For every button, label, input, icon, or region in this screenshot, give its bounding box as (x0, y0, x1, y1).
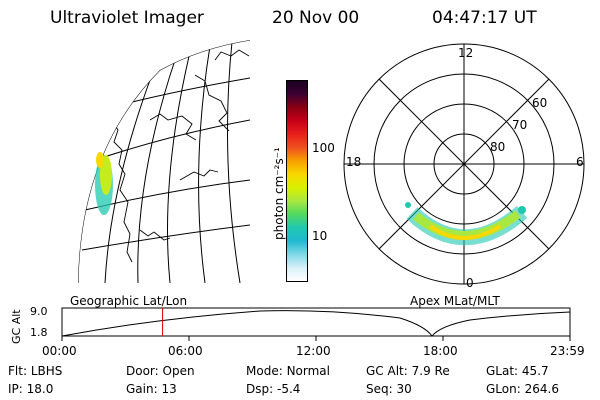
mlt-label-18: 18 (346, 155, 362, 169)
altitude-ytick-high: 9.0 (30, 305, 48, 318)
gain-value: 13 (161, 382, 177, 396)
polar-aurora (405, 202, 528, 246)
colorbar-tick-100: 100 (312, 141, 335, 155)
door-value: Open (162, 364, 195, 378)
lat-label-60: 60 (532, 96, 548, 110)
xtick-2359: 23:59 (550, 344, 585, 358)
flt-field: Flt: LBHS (8, 364, 63, 378)
xtick-1800: 18:00 (423, 344, 458, 358)
instrument-title: Ultraviolet Imager (50, 8, 204, 28)
dsp-field: Dsp: -5.4 (246, 382, 301, 396)
door-field: Door: Open (126, 364, 195, 378)
mode-value: Normal (286, 364, 330, 378)
gcalt-value: 7.9 Re (411, 364, 450, 378)
altitude-plot-frame (61, 307, 571, 337)
glon-value: 264.6 (524, 382, 559, 396)
glat-field: GLat: 45.7 (486, 364, 549, 378)
xtick-0000: 00:00 (42, 344, 77, 358)
seq-value: 30 (396, 382, 412, 396)
gcalt-field: GC Alt: 7.9 Re (366, 364, 450, 378)
ip-value: 18.0 (26, 382, 54, 396)
altitude-curve (61, 310, 571, 337)
lat-label-70: 70 (512, 118, 528, 132)
apex-label: Apex MLat/MLT (410, 294, 500, 308)
map-aurora (95, 152, 113, 215)
geographic-label: Geographic Lat/Lon (70, 294, 188, 308)
gain-field: Gain: 13 (126, 382, 177, 396)
mlt-label-6: 6 (576, 155, 584, 169)
mode-field: Mode: Normal (246, 364, 330, 378)
colorbar-tick-10: 10 (312, 229, 328, 243)
lat-label-80: 80 (490, 140, 506, 154)
mlt-label-0: 0 (466, 276, 474, 290)
xtick-1200: 12:00 (296, 344, 331, 358)
seq-field: Seq: 30 (366, 382, 412, 396)
dsp-value: -5.4 (276, 382, 301, 396)
xtick-0600: 06:00 (168, 344, 203, 358)
globe-limb (78, 40, 250, 283)
glon-field: GLon: 264.6 (486, 382, 559, 396)
observation-time: 04:47:17 UT (432, 8, 537, 28)
ip-field: IP: 18.0 (8, 382, 54, 396)
altitude-ytick-low: 1.8 (30, 326, 48, 339)
flt-value: LBHS (30, 364, 63, 378)
glat-value: 45.7 (521, 364, 549, 378)
observation-date: 20 Nov 00 (272, 8, 360, 28)
colorbar (286, 80, 308, 282)
mlt-label-12: 12 (458, 46, 474, 60)
altitude-ylabel: GC Alt (10, 309, 23, 344)
